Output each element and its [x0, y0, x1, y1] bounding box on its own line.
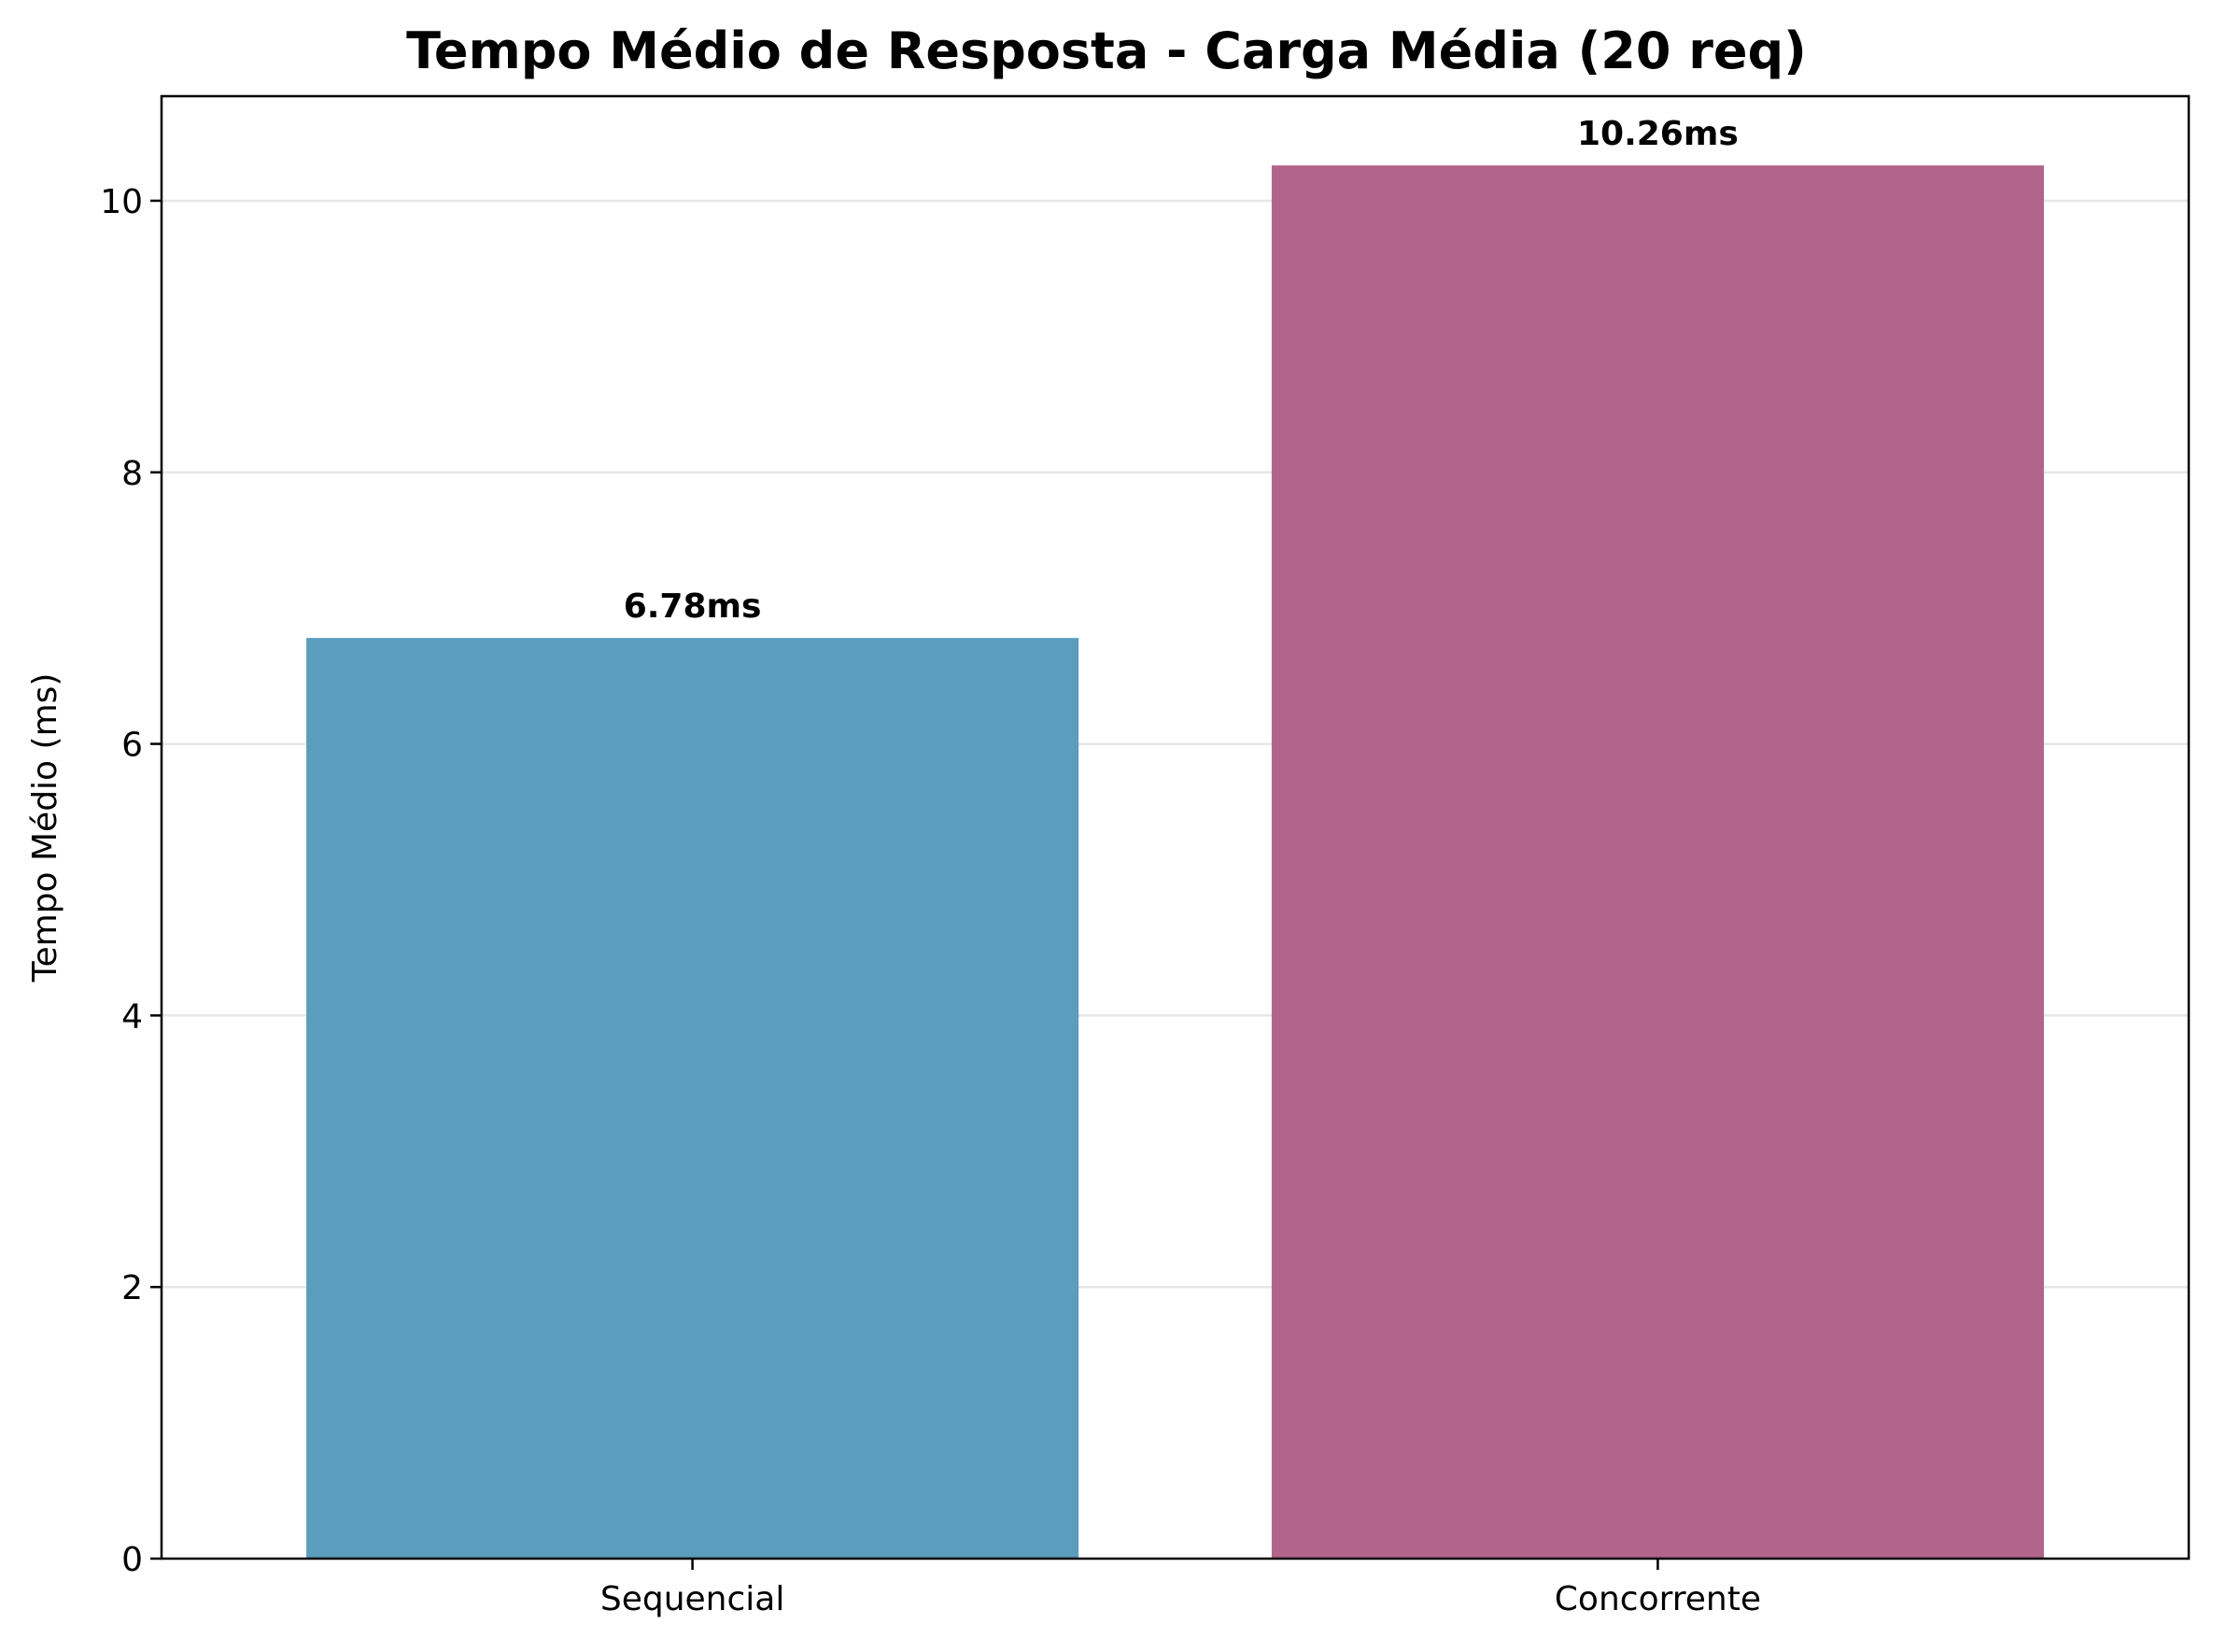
x-axis-ticks: Sequencial Concorrente	[600, 1559, 1761, 1618]
y-tick-label: 2	[121, 1269, 143, 1307]
bars	[306, 165, 2044, 1559]
y-tick-label: 10	[100, 183, 143, 221]
y-tick-label: 0	[121, 1541, 143, 1579]
plot-frame	[160, 94, 2191, 1560]
y-tick-label: 4	[121, 997, 143, 1036]
y-tick-label: 6	[121, 727, 143, 765]
y-axis-label: Tempo Médio (ms)	[26, 673, 64, 983]
bar-sequencial	[306, 638, 1079, 1559]
data-label: 6.78ms	[624, 587, 762, 626]
y-tick-label: 8	[121, 455, 143, 493]
data-labels: 6.78ms 10.26ms	[624, 115, 1739, 626]
x-tick-label: Sequencial	[600, 1580, 785, 1618]
x-tick-label: Concorrente	[1555, 1580, 1761, 1618]
bar-concorrente	[1271, 165, 2044, 1559]
chart-title: Tempo Médio de Resposta - Carga Média (2…	[406, 21, 1807, 80]
y-axis-ticks: 0 2 4 6 8 10	[100, 183, 162, 1579]
data-label: 10.26ms	[1577, 115, 1739, 153]
